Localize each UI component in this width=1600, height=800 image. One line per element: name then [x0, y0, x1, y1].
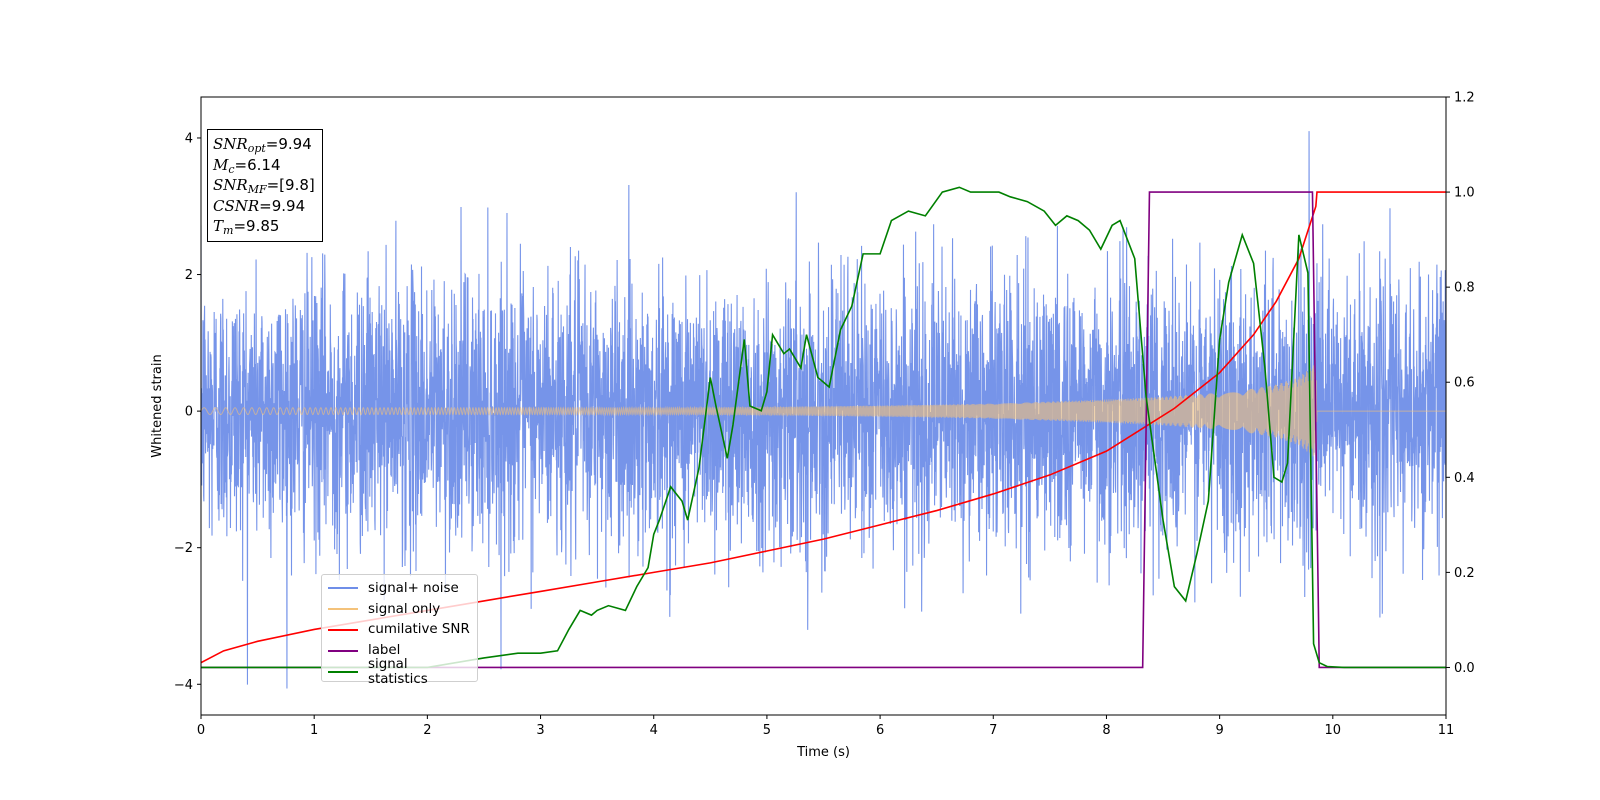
- legend-entry-cumulative-snr: cumilative SNR: [328, 620, 471, 641]
- x-tick-label: 11: [1438, 723, 1455, 738]
- legend-entry-signal-noise: signal+ noise: [328, 578, 471, 599]
- x-tick-label: 2: [423, 723, 431, 738]
- legend-label: cumilative SNR: [368, 622, 470, 638]
- x-tick-label: 8: [1102, 723, 1110, 738]
- x-tick-label: 0: [197, 723, 205, 738]
- y-right-tick-label: 0.2: [1454, 566, 1475, 581]
- snr-mf-line: SNRMF=[9.8]: [213, 176, 315, 196]
- x-tick-label: 7: [989, 723, 997, 738]
- y-axis-label: Whitened strain: [150, 354, 165, 457]
- legend-entry-signal-statistics: signal statistics: [328, 657, 471, 687]
- x-tick-label: 5: [763, 723, 771, 738]
- legend-entry-signal-only: signal only: [328, 599, 471, 620]
- y-left-tick-label: −2: [174, 541, 193, 556]
- legend-entry-label: label: [328, 640, 471, 661]
- mc-line: Mc=6.14: [213, 155, 281, 176]
- y-left-tick-label: 0: [185, 405, 193, 420]
- y-left-tick-label: 2: [185, 268, 193, 283]
- legend-swatch: [328, 608, 358, 611]
- annotation-box: SNRopt=9.94 Mc=6.14 SNRMF=[9.8] CSNR=9.9…: [207, 129, 323, 242]
- legend-swatch: [328, 587, 358, 590]
- series-signal-only-line: [201, 365, 1446, 457]
- y-left-tick-label: −4: [174, 678, 193, 693]
- y-left-tick-label: 4: [185, 131, 193, 146]
- y-right-tick-label: 0.8: [1454, 281, 1475, 296]
- legend-label: signal only: [368, 601, 441, 617]
- y-right-tick-label: 0.6: [1454, 376, 1475, 391]
- x-tick-label: 3: [536, 723, 544, 738]
- csnr-line: CSNR=9.94: [213, 196, 306, 215]
- legend-swatch: [328, 649, 358, 652]
- series-signal-noise-line: [201, 131, 1446, 689]
- legend-label: label: [368, 643, 401, 659]
- y-right-tick-label: 0.0: [1454, 661, 1475, 676]
- axes-layer: 0 1 2 3 4 5 6 7 8 9 10 11 −4 −2 0 2 4 0.0 0.2 0.4 0.6 0.8 1.0 1…: [174, 91, 1475, 739]
- x-tick-label: 6: [876, 723, 884, 738]
- y-right-tick-label: 0.4: [1454, 471, 1475, 486]
- y-right-tick-label: 1.2: [1454, 91, 1475, 106]
- x-tick-label: 9: [1215, 723, 1223, 738]
- x-axis-label: Time (s): [796, 745, 850, 760]
- series-signal-statistics-line: [201, 186, 1446, 669]
- x-tick-label: 1: [310, 723, 318, 738]
- x-tick-label: 4: [650, 723, 658, 738]
- snr-opt-line: SNRopt=9.94: [213, 135, 312, 155]
- legend-swatch: [328, 670, 358, 673]
- tm-line: Tm=9.85: [213, 217, 280, 237]
- legend-label: signal+ noise: [368, 580, 459, 596]
- legend-swatch: [328, 628, 358, 631]
- x-tick-label: 10: [1325, 723, 1342, 738]
- y-right-tick-label: 1.0: [1454, 186, 1475, 201]
- plot-frame: [200, 96, 1447, 716]
- legend: signal+ noise signal only cumilative SNR…: [321, 574, 478, 687]
- legend-label: signal statistics: [368, 656, 428, 687]
